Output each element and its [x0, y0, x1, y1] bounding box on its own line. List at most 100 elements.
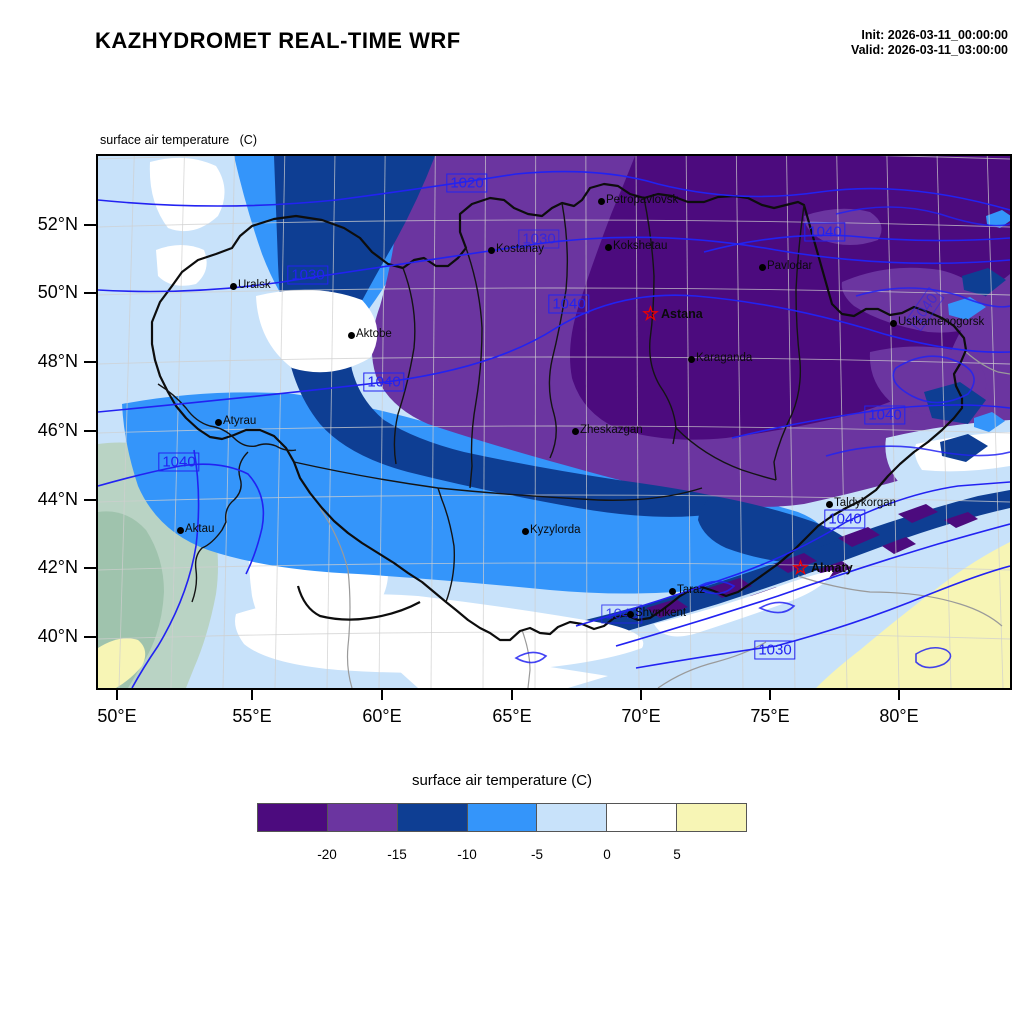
- x-axis-label: 65°E: [492, 706, 532, 726]
- temperature-fills: [98, 156, 1010, 688]
- x-axis-tick: [116, 688, 118, 700]
- city-label: Ustkamenogorsk: [898, 316, 985, 328]
- city-label: Kyzylorda: [530, 524, 581, 536]
- y-axis-tick: [84, 499, 96, 501]
- city-dot-icon: [598, 198, 605, 205]
- city-dot-icon: [627, 611, 634, 618]
- city-dot-icon: [215, 419, 222, 426]
- y-axis-tick: [84, 292, 96, 294]
- x-axis-label: 60°E: [362, 706, 402, 726]
- isobar-label: 1020: [446, 173, 488, 193]
- colorbar-tick-label: -10: [457, 847, 477, 862]
- colorbar-swatch: [677, 804, 747, 831]
- colorbar-tick-label: 5: [673, 847, 681, 862]
- x-axis-label: 55°E: [232, 706, 272, 726]
- isobar-label: 1040: [824, 509, 866, 529]
- city-dot-icon: [177, 527, 184, 534]
- page-title: KAZHYDROMET REAL-TIME WRF: [95, 28, 461, 53]
- city-dot-icon: [688, 356, 695, 363]
- isobar-label: 1030: [287, 265, 329, 285]
- x-axis-tick: [511, 688, 513, 700]
- colorbar-tick-label: -5: [530, 847, 543, 862]
- isobar-label: 1040: [548, 294, 590, 314]
- pressure-contours: [98, 170, 1010, 688]
- map-plot-area: 1020 1030 1030 1040 1040 1040 1040 1040 1040 1030…: [96, 154, 1012, 690]
- x-axis-tick: [898, 688, 900, 700]
- map-labels-overlay: 1020 1030 1030 1040 1040 1040 1040 1040 1040 1030…: [98, 156, 1010, 688]
- isobar-label: 1040: [158, 452, 200, 472]
- isobar-label: 1040: [601, 604, 643, 624]
- city-dot-icon: [572, 428, 579, 435]
- y-axis-label: 52°N: [37, 214, 78, 234]
- city-dot-icon: [669, 588, 676, 595]
- x-axis-tick: [769, 688, 771, 700]
- city-label: Petropavlovsk: [606, 194, 679, 206]
- y-axis-tick: [84, 567, 96, 569]
- foreign-borders: [319, 351, 1010, 688]
- colorbar-swatch: [467, 804, 538, 831]
- city-dot-icon: [348, 332, 355, 339]
- city-label: Aktau: [185, 523, 215, 535]
- city-label: Aktobe: [356, 328, 392, 340]
- map-canvas: [98, 156, 1010, 688]
- y-axis-tick: [84, 361, 96, 363]
- y-axis-tick: [84, 224, 96, 226]
- capital-star-icon: ☆: [642, 304, 660, 325]
- isobar-label: 1030: [754, 640, 796, 660]
- y-axis-label: 48°N: [37, 351, 78, 371]
- subtitle-temperature: surface air temperature (C): [100, 133, 257, 147]
- city-dot-icon: [759, 264, 766, 271]
- city-label: Kostanay: [496, 243, 544, 255]
- model-run-info: Init: 2026-03-11_00:00:00 Valid: 2026-03…: [851, 28, 1008, 58]
- colorbar-swatch: [327, 804, 398, 831]
- isobar-label: 1030: [518, 229, 560, 249]
- colorbar-swatch: [607, 804, 678, 831]
- city-dot-icon: [488, 247, 495, 254]
- colorbar-swatch: [537, 804, 608, 831]
- x-axis-tick: [381, 688, 383, 700]
- x-axis-tick: [640, 688, 642, 700]
- city-label: Karaganda: [696, 352, 753, 364]
- isobar-label: 1040: [864, 405, 906, 425]
- y-axis-label: 42°N: [37, 557, 78, 577]
- y-axis-tick: [84, 636, 96, 638]
- city-label: Uralsk: [238, 279, 271, 291]
- valid-time: Valid: 2026-03-11_03:00:00: [850, 43, 1008, 57]
- colorbar-tick-label: 0: [603, 847, 611, 862]
- x-axis-label: 75°E: [750, 706, 790, 726]
- city-dot-icon: [890, 320, 897, 327]
- city-label: Pavlodar: [767, 260, 813, 272]
- city-label: Astana: [661, 307, 703, 321]
- colorbar-swatch: [258, 804, 328, 831]
- x-axis-label: 70°E: [621, 706, 661, 726]
- city-label: Atyrau: [223, 415, 257, 427]
- y-axis-label: 44°N: [37, 489, 78, 509]
- y-axis-tick: [84, 430, 96, 432]
- city-label: Taldykorgan: [834, 497, 897, 509]
- isobar-label: 1040: [363, 372, 405, 392]
- region-borders: [157, 197, 805, 603]
- colorbar-tick-label: -15: [387, 847, 407, 862]
- lat-lon-gridlines: [98, 156, 1010, 688]
- init-time: Init: 2026-03-11_00:00:00: [861, 28, 1008, 42]
- capital-star-icon: ☆: [792, 558, 810, 579]
- y-axis-label: 50°N: [37, 282, 78, 302]
- colorbar-title: surface air temperature (C): [411, 772, 593, 789]
- x-axis-tick: [251, 688, 253, 700]
- colorbar: [257, 803, 747, 832]
- city-dot-icon: [826, 501, 833, 508]
- city-label: Kokshetau: [613, 240, 668, 252]
- colorbar-tick-label: -20: [317, 847, 337, 862]
- city-label: Shymkent: [635, 607, 687, 619]
- y-axis-label: 40°N: [37, 626, 78, 646]
- y-axis-label: 46°N: [37, 420, 78, 440]
- x-axis-label: 80°E: [879, 706, 919, 726]
- city-dot-icon: [230, 283, 237, 290]
- country-borders: [150, 182, 968, 642]
- city-dot-icon: [605, 244, 612, 251]
- city-dot-icon: [522, 528, 529, 535]
- x-axis-label: 50°E: [97, 706, 137, 726]
- city-label: Zheskazgan: [580, 424, 643, 436]
- city-label: Almaty: [811, 561, 853, 575]
